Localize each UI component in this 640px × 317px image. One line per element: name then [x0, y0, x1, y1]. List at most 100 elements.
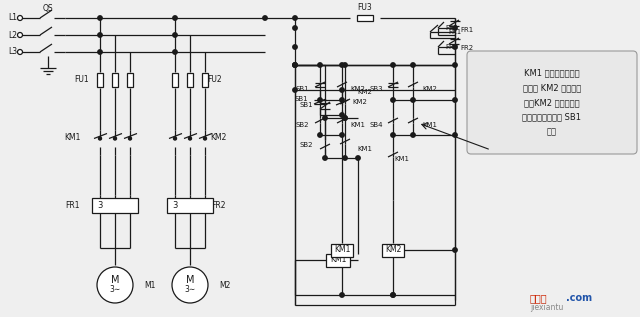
- Text: L1: L1: [8, 14, 17, 23]
- Text: 接线图: 接线图: [530, 293, 548, 303]
- Circle shape: [391, 293, 396, 297]
- Bar: [172, 73, 178, 87]
- Circle shape: [343, 116, 347, 120]
- Bar: [357, 15, 373, 21]
- Text: KM2: KM2: [385, 245, 401, 255]
- Text: L2: L2: [8, 30, 17, 40]
- Text: FR1: FR1: [445, 25, 458, 31]
- Circle shape: [129, 137, 131, 140]
- Circle shape: [318, 63, 322, 67]
- Circle shape: [343, 63, 347, 67]
- Text: SB2: SB2: [296, 122, 309, 128]
- Text: KM1: KM1: [64, 133, 80, 143]
- Text: FU3: FU3: [358, 3, 372, 12]
- Circle shape: [173, 50, 177, 54]
- Text: KM1: KM1: [394, 156, 409, 162]
- Circle shape: [98, 50, 102, 54]
- Circle shape: [189, 137, 191, 140]
- Text: FR2: FR2: [445, 44, 458, 50]
- Text: KM1 的动合辅助触点
串联在 KM2 线圈回路
中，KM2 的动合辅助
触点并在停止按钮 SB1
两端: KM1 的动合辅助触点 串联在 KM2 线圈回路 中，KM2 的动合辅助 触点并…: [522, 69, 582, 136]
- Text: KM2: KM2: [422, 86, 437, 92]
- Circle shape: [99, 137, 102, 140]
- Text: SB1: SB1: [294, 96, 308, 102]
- Circle shape: [411, 63, 415, 67]
- Text: FU2: FU2: [208, 75, 222, 85]
- Bar: [112, 73, 118, 87]
- Circle shape: [293, 88, 297, 92]
- Text: FR1: FR1: [460, 27, 473, 33]
- Circle shape: [340, 88, 344, 92]
- Bar: [92, 197, 138, 212]
- Circle shape: [17, 33, 22, 37]
- Circle shape: [391, 98, 396, 102]
- Circle shape: [97, 267, 133, 303]
- Circle shape: [453, 133, 457, 137]
- Text: M2: M2: [220, 281, 230, 289]
- FancyBboxPatch shape: [467, 51, 637, 154]
- Circle shape: [172, 267, 208, 303]
- Text: .com: .com: [566, 293, 592, 303]
- Circle shape: [173, 137, 177, 140]
- Text: SB3: SB3: [369, 86, 383, 92]
- Text: FR2: FR2: [460, 45, 473, 51]
- Circle shape: [98, 33, 102, 37]
- Text: SB4: SB4: [369, 122, 383, 128]
- Circle shape: [391, 63, 396, 67]
- Circle shape: [293, 63, 297, 67]
- Text: KM1: KM1: [357, 146, 372, 152]
- Text: KM2: KM2: [357, 88, 372, 94]
- Bar: [187, 73, 193, 87]
- Bar: [331, 243, 353, 256]
- Text: M1: M1: [144, 281, 156, 289]
- Circle shape: [356, 156, 360, 160]
- Circle shape: [98, 16, 102, 20]
- Circle shape: [340, 98, 344, 102]
- Text: KM1: KM1: [350, 122, 365, 128]
- Circle shape: [293, 16, 297, 20]
- Text: 3∼: 3∼: [109, 286, 120, 294]
- Text: FR1: FR1: [448, 29, 461, 35]
- Text: KM2: KM2: [350, 86, 365, 92]
- Circle shape: [391, 293, 396, 297]
- Circle shape: [340, 113, 344, 117]
- Text: 3: 3: [97, 200, 102, 210]
- Circle shape: [453, 45, 457, 49]
- Circle shape: [17, 16, 22, 21]
- Circle shape: [323, 156, 327, 160]
- Text: M: M: [111, 275, 119, 285]
- Circle shape: [323, 116, 327, 120]
- Text: KM2: KM2: [352, 100, 367, 106]
- Circle shape: [318, 98, 322, 102]
- Circle shape: [340, 63, 344, 67]
- Circle shape: [293, 63, 297, 67]
- Bar: [202, 73, 208, 87]
- Text: SB1: SB1: [300, 102, 313, 108]
- Circle shape: [411, 133, 415, 137]
- Circle shape: [343, 116, 347, 120]
- Text: 3∼: 3∼: [184, 286, 196, 294]
- Circle shape: [340, 293, 344, 297]
- Circle shape: [204, 137, 207, 140]
- Bar: [97, 73, 103, 87]
- Text: SB2: SB2: [300, 142, 313, 148]
- Circle shape: [343, 156, 347, 160]
- Circle shape: [293, 45, 297, 49]
- Circle shape: [173, 16, 177, 20]
- Text: QS: QS: [43, 3, 53, 12]
- Circle shape: [453, 26, 457, 30]
- Text: KM1: KM1: [330, 256, 346, 264]
- Circle shape: [453, 248, 457, 252]
- Circle shape: [318, 133, 322, 137]
- Text: FR2: FR2: [211, 200, 225, 210]
- Text: SB1: SB1: [296, 86, 309, 92]
- Text: FU1: FU1: [75, 75, 90, 85]
- Circle shape: [453, 98, 457, 102]
- Circle shape: [411, 98, 415, 102]
- Text: 3: 3: [172, 200, 178, 210]
- Circle shape: [113, 137, 116, 140]
- Text: KM1: KM1: [334, 245, 350, 255]
- Circle shape: [340, 133, 344, 137]
- Bar: [127, 73, 133, 87]
- Circle shape: [293, 26, 297, 30]
- Bar: [326, 254, 350, 267]
